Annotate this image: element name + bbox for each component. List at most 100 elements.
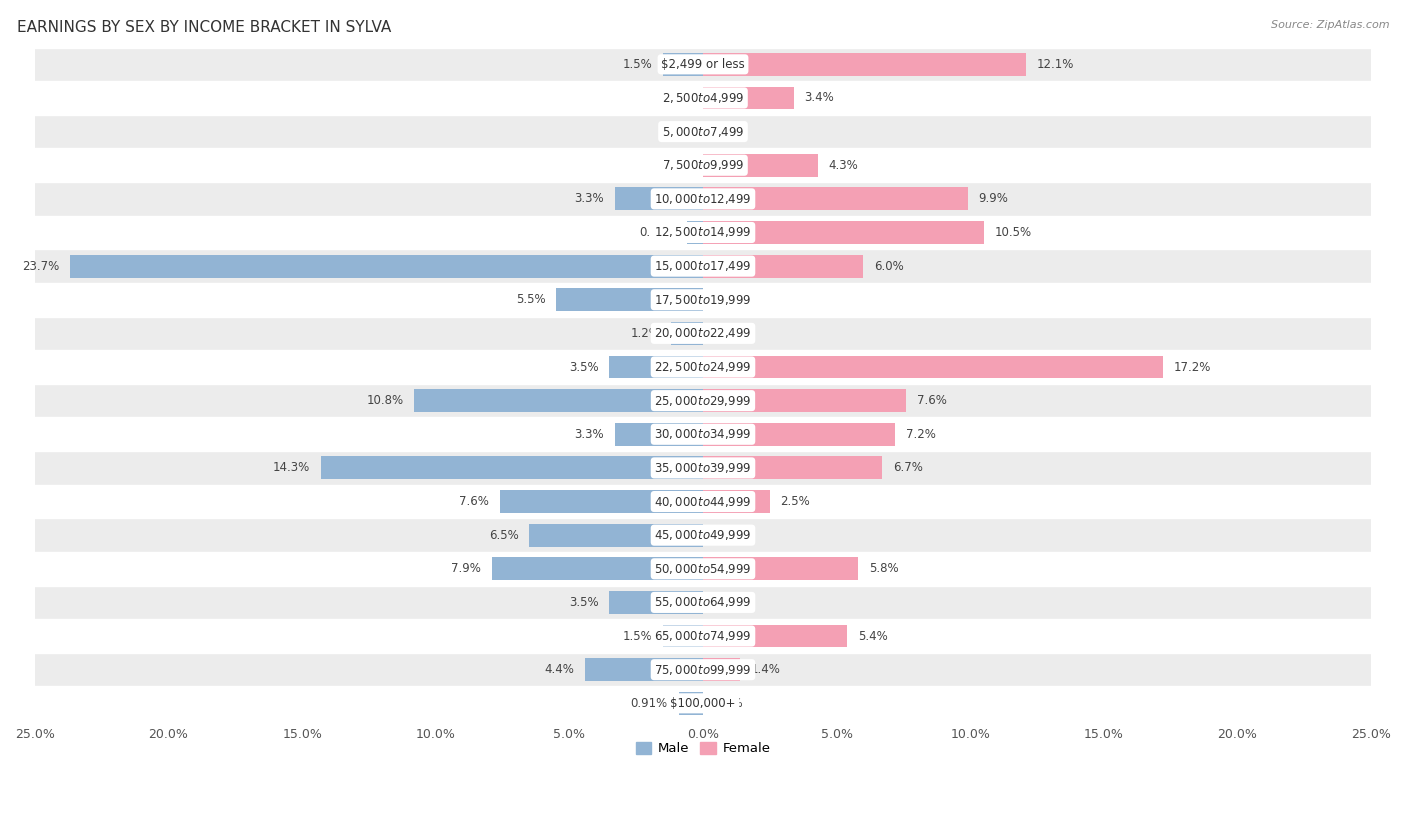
Text: $35,000 to $39,999: $35,000 to $39,999 [654,461,752,475]
Text: 6.7%: 6.7% [893,462,922,475]
Text: 7.6%: 7.6% [460,495,489,508]
Bar [609,591,703,614]
Text: 0.0%: 0.0% [714,528,744,541]
Text: 7.2%: 7.2% [905,428,936,441]
Bar [35,47,1371,81]
Bar [70,254,703,277]
Bar [703,355,1163,378]
Text: 17.2%: 17.2% [1174,360,1211,373]
Bar [703,490,770,513]
Bar [35,485,1371,519]
Bar [703,624,848,647]
Text: 9.9%: 9.9% [979,193,1008,206]
Text: 7.6%: 7.6% [917,394,946,407]
Text: $15,000 to $17,499: $15,000 to $17,499 [654,259,752,273]
Bar [35,417,1371,451]
Text: Source: ZipAtlas.com: Source: ZipAtlas.com [1271,20,1389,30]
Text: 1.2%: 1.2% [630,327,661,340]
Bar [35,620,1371,653]
Bar [703,456,882,480]
Text: 0.91%: 0.91% [631,697,668,710]
Bar [35,250,1371,283]
Bar [321,456,703,480]
Text: 3.3%: 3.3% [575,428,605,441]
Text: 5.8%: 5.8% [869,563,898,576]
Text: $12,500 to $14,999: $12,500 to $14,999 [654,225,752,240]
Text: 3.5%: 3.5% [569,596,599,609]
Legend: Male, Female: Male, Female [630,737,776,761]
Text: $20,000 to $22,499: $20,000 to $22,499 [654,326,752,341]
Text: $10,000 to $12,499: $10,000 to $12,499 [654,192,752,206]
Bar [35,451,1371,485]
Bar [35,283,1371,316]
Text: 6.5%: 6.5% [489,528,519,541]
Bar [35,384,1371,417]
Bar [609,355,703,378]
Text: $100,000+: $100,000+ [671,697,735,710]
Text: $17,500 to $19,999: $17,500 to $19,999 [654,293,752,307]
Text: 4.4%: 4.4% [546,663,575,676]
Text: 0.0%: 0.0% [714,697,744,710]
Text: 5.5%: 5.5% [516,293,546,307]
Text: $45,000 to $49,999: $45,000 to $49,999 [654,528,752,542]
Text: 3.4%: 3.4% [804,92,834,104]
Text: $7,500 to $9,999: $7,500 to $9,999 [662,159,744,172]
Text: 0.0%: 0.0% [662,159,692,172]
Bar [35,519,1371,552]
Text: $22,500 to $24,999: $22,500 to $24,999 [654,360,752,374]
Bar [671,322,703,345]
Text: 7.9%: 7.9% [451,563,481,576]
Text: 0.0%: 0.0% [714,125,744,138]
Bar [662,624,703,647]
Bar [703,188,967,211]
Bar [703,659,741,681]
Text: 0.61%: 0.61% [638,226,676,239]
Bar [35,81,1371,115]
Text: EARNINGS BY SEX BY INCOME BRACKET IN SYLVA: EARNINGS BY SEX BY INCOME BRACKET IN SYL… [17,20,391,35]
Bar [703,221,984,244]
Text: 5.4%: 5.4% [858,629,887,642]
Bar [35,686,1371,720]
Text: 1.5%: 1.5% [623,58,652,71]
Bar [35,585,1371,620]
Text: $30,000 to $34,999: $30,000 to $34,999 [654,428,752,441]
Text: 1.5%: 1.5% [623,629,652,642]
Text: 6.0%: 6.0% [875,259,904,272]
Text: 10.8%: 10.8% [367,394,404,407]
Bar [501,490,703,513]
Bar [35,182,1371,215]
Bar [703,389,905,412]
Bar [703,53,1026,76]
Text: $5,000 to $7,499: $5,000 to $7,499 [662,124,744,138]
Text: $75,000 to $99,999: $75,000 to $99,999 [654,663,752,676]
Bar [662,53,703,76]
Bar [679,692,703,715]
Bar [492,558,703,580]
Bar [703,86,794,110]
Text: 0.0%: 0.0% [714,293,744,307]
Bar [35,149,1371,182]
Bar [585,659,703,681]
Text: 3.5%: 3.5% [569,360,599,373]
Bar [35,653,1371,686]
Text: 0.0%: 0.0% [714,596,744,609]
Text: $65,000 to $74,999: $65,000 to $74,999 [654,629,752,643]
Text: 10.5%: 10.5% [994,226,1032,239]
Bar [703,254,863,277]
Text: $40,000 to $44,999: $40,000 to $44,999 [654,494,752,508]
Text: 23.7%: 23.7% [21,259,59,272]
Bar [35,316,1371,350]
Text: 1.4%: 1.4% [751,663,780,676]
Bar [35,552,1371,585]
Text: $55,000 to $64,999: $55,000 to $64,999 [654,595,752,610]
Bar [703,154,818,176]
Bar [415,389,703,412]
Text: 4.3%: 4.3% [828,159,858,172]
Text: 12.1%: 12.1% [1038,58,1074,71]
Bar [703,423,896,446]
Bar [35,115,1371,149]
Text: 3.3%: 3.3% [575,193,605,206]
Text: 14.3%: 14.3% [273,462,311,475]
Text: 0.0%: 0.0% [714,327,744,340]
Text: $25,000 to $29,999: $25,000 to $29,999 [654,393,752,407]
